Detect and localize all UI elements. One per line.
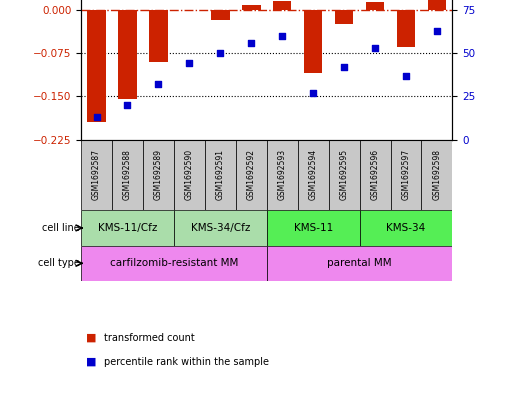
- Text: GSM1692596: GSM1692596: [370, 149, 380, 200]
- Point: [433, 28, 441, 34]
- Text: transformed count: transformed count: [104, 333, 195, 343]
- Text: GSM1692597: GSM1692597: [402, 149, 411, 200]
- Point: [185, 60, 194, 66]
- Point: [309, 90, 317, 96]
- Bar: [81, 246, 267, 281]
- Point: [278, 33, 287, 39]
- Bar: [211, 10, 230, 20]
- Bar: [267, 246, 452, 281]
- Bar: [267, 210, 360, 246]
- Bar: [422, 140, 452, 210]
- Text: GSM1692595: GSM1692595: [339, 149, 349, 200]
- Text: GSM1692592: GSM1692592: [247, 149, 256, 200]
- Bar: [360, 140, 391, 210]
- Bar: [205, 140, 236, 210]
- Bar: [143, 140, 174, 210]
- Text: cell line: cell line: [42, 223, 79, 233]
- Bar: [267, 140, 298, 210]
- Point: [247, 40, 255, 46]
- Bar: [304, 10, 322, 73]
- Bar: [360, 210, 452, 246]
- Bar: [298, 140, 328, 210]
- Text: KMS-11: KMS-11: [293, 223, 333, 233]
- Text: GSM1692588: GSM1692588: [123, 149, 132, 200]
- Bar: [118, 10, 137, 99]
- Bar: [366, 2, 384, 10]
- Bar: [242, 5, 260, 10]
- Bar: [149, 10, 168, 62]
- Point: [340, 64, 348, 70]
- Point: [154, 81, 163, 87]
- Text: ■: ■: [86, 356, 97, 367]
- Point: [93, 114, 101, 120]
- Point: [371, 45, 379, 51]
- Bar: [428, 0, 446, 10]
- Text: GSM1692590: GSM1692590: [185, 149, 194, 200]
- Text: ■: ■: [86, 333, 97, 343]
- Text: parental MM: parental MM: [327, 258, 392, 268]
- Text: KMS-34/Cfz: KMS-34/Cfz: [190, 223, 250, 233]
- Text: GSM1692598: GSM1692598: [433, 149, 441, 200]
- Text: KMS-34: KMS-34: [386, 223, 426, 233]
- Point: [402, 72, 410, 79]
- Bar: [174, 140, 205, 210]
- Text: GSM1692589: GSM1692589: [154, 149, 163, 200]
- Bar: [81, 140, 112, 210]
- Bar: [273, 1, 291, 10]
- Bar: [328, 140, 360, 210]
- Bar: [174, 210, 267, 246]
- Point: [123, 102, 132, 108]
- Text: GSM1692587: GSM1692587: [92, 149, 101, 200]
- Bar: [87, 10, 106, 122]
- Text: GSM1692591: GSM1692591: [216, 149, 225, 200]
- Text: carfilzomib-resistant MM: carfilzomib-resistant MM: [110, 258, 238, 268]
- Text: GSM1692593: GSM1692593: [278, 149, 287, 200]
- Text: cell type: cell type: [38, 258, 79, 268]
- Bar: [396, 10, 415, 47]
- Text: KMS-11/Cfz: KMS-11/Cfz: [98, 223, 157, 233]
- Bar: [236, 140, 267, 210]
- Bar: [112, 140, 143, 210]
- Point: [216, 50, 224, 56]
- Bar: [391, 140, 422, 210]
- Bar: [81, 210, 174, 246]
- Text: GSM1692594: GSM1692594: [309, 149, 317, 200]
- Text: percentile rank within the sample: percentile rank within the sample: [104, 356, 268, 367]
- Bar: [335, 10, 354, 24]
